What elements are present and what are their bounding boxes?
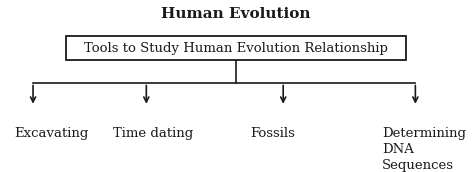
Text: Tools to Study Human Evolution Relationship: Tools to Study Human Evolution Relations…: [84, 42, 388, 55]
Text: Determining
DNA
Sequences: Determining DNA Sequences: [382, 127, 466, 172]
FancyBboxPatch shape: [66, 36, 406, 60]
Text: Time dating: Time dating: [113, 127, 194, 140]
Text: Fossils: Fossils: [250, 127, 295, 140]
Text: Human Evolution: Human Evolution: [161, 7, 311, 21]
Text: Excavating: Excavating: [14, 127, 89, 140]
